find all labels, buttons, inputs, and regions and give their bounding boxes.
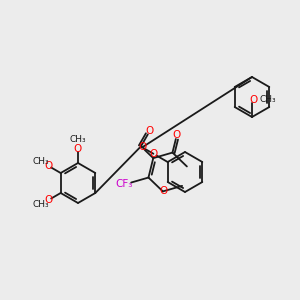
Text: O: O (74, 143, 82, 154)
Text: O: O (146, 126, 154, 136)
Text: CF₃: CF₃ (116, 179, 133, 190)
Text: CH₃: CH₃ (32, 157, 49, 166)
Text: O: O (160, 186, 168, 197)
Text: CH₃: CH₃ (32, 200, 49, 209)
Text: O: O (149, 149, 158, 159)
Text: CH₃: CH₃ (70, 136, 86, 145)
Text: O: O (44, 195, 52, 205)
Text: O: O (173, 130, 181, 140)
Text: CH₃: CH₃ (259, 95, 276, 104)
Text: O: O (138, 142, 146, 152)
Text: O: O (249, 95, 257, 105)
Text: O: O (44, 161, 52, 171)
